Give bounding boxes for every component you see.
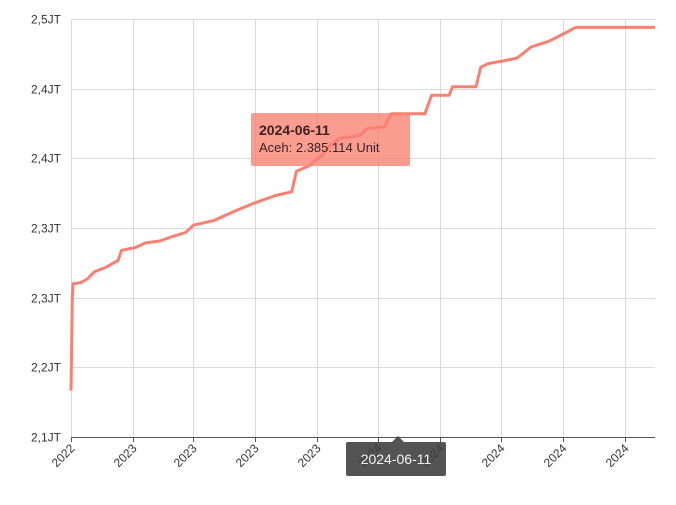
y-tick-label: 2,4JT [31, 83, 62, 97]
tooltip-title: 2024-06-11 [259, 122, 330, 138]
y-tick-label: 2,5JT [31, 13, 62, 27]
chart-tooltip: 2024-06-11 Aceh: 2.385.114 Unit [251, 113, 410, 166]
x-tick-label: 2023 [233, 441, 262, 470]
x-tick-label: 2024 [603, 441, 632, 470]
grid-lines [71, 19, 655, 438]
tooltip-value: Aceh: 2.385.114 Unit [259, 140, 380, 155]
x-tick-label: 2023 [295, 441, 324, 470]
axis-pointer-label: 2024-06-11 [346, 436, 446, 476]
x-tick-label: 2022 [49, 441, 78, 470]
y-tick-label: 2,3JT [31, 292, 62, 306]
y-axis: 2,1JT 2,2JT 2,3JT 2,3JT 2,4JT 2,4JT 2,5JT [31, 13, 62, 445]
x-tick-label: 2023 [171, 441, 200, 470]
y-tick-label: 2,1JT [31, 431, 62, 445]
y-tick-label: 2,4JT [31, 152, 62, 166]
x-tick-label: 2024 [541, 441, 570, 470]
series-line-aceh[interactable] [69, 25, 655, 391]
x-tick-label: 2023 [111, 441, 140, 470]
y-tick-label: 2,2JT [31, 361, 62, 375]
x-tick-label: 2024 [479, 441, 508, 470]
y-tick-label: 2,3JT [31, 222, 62, 236]
